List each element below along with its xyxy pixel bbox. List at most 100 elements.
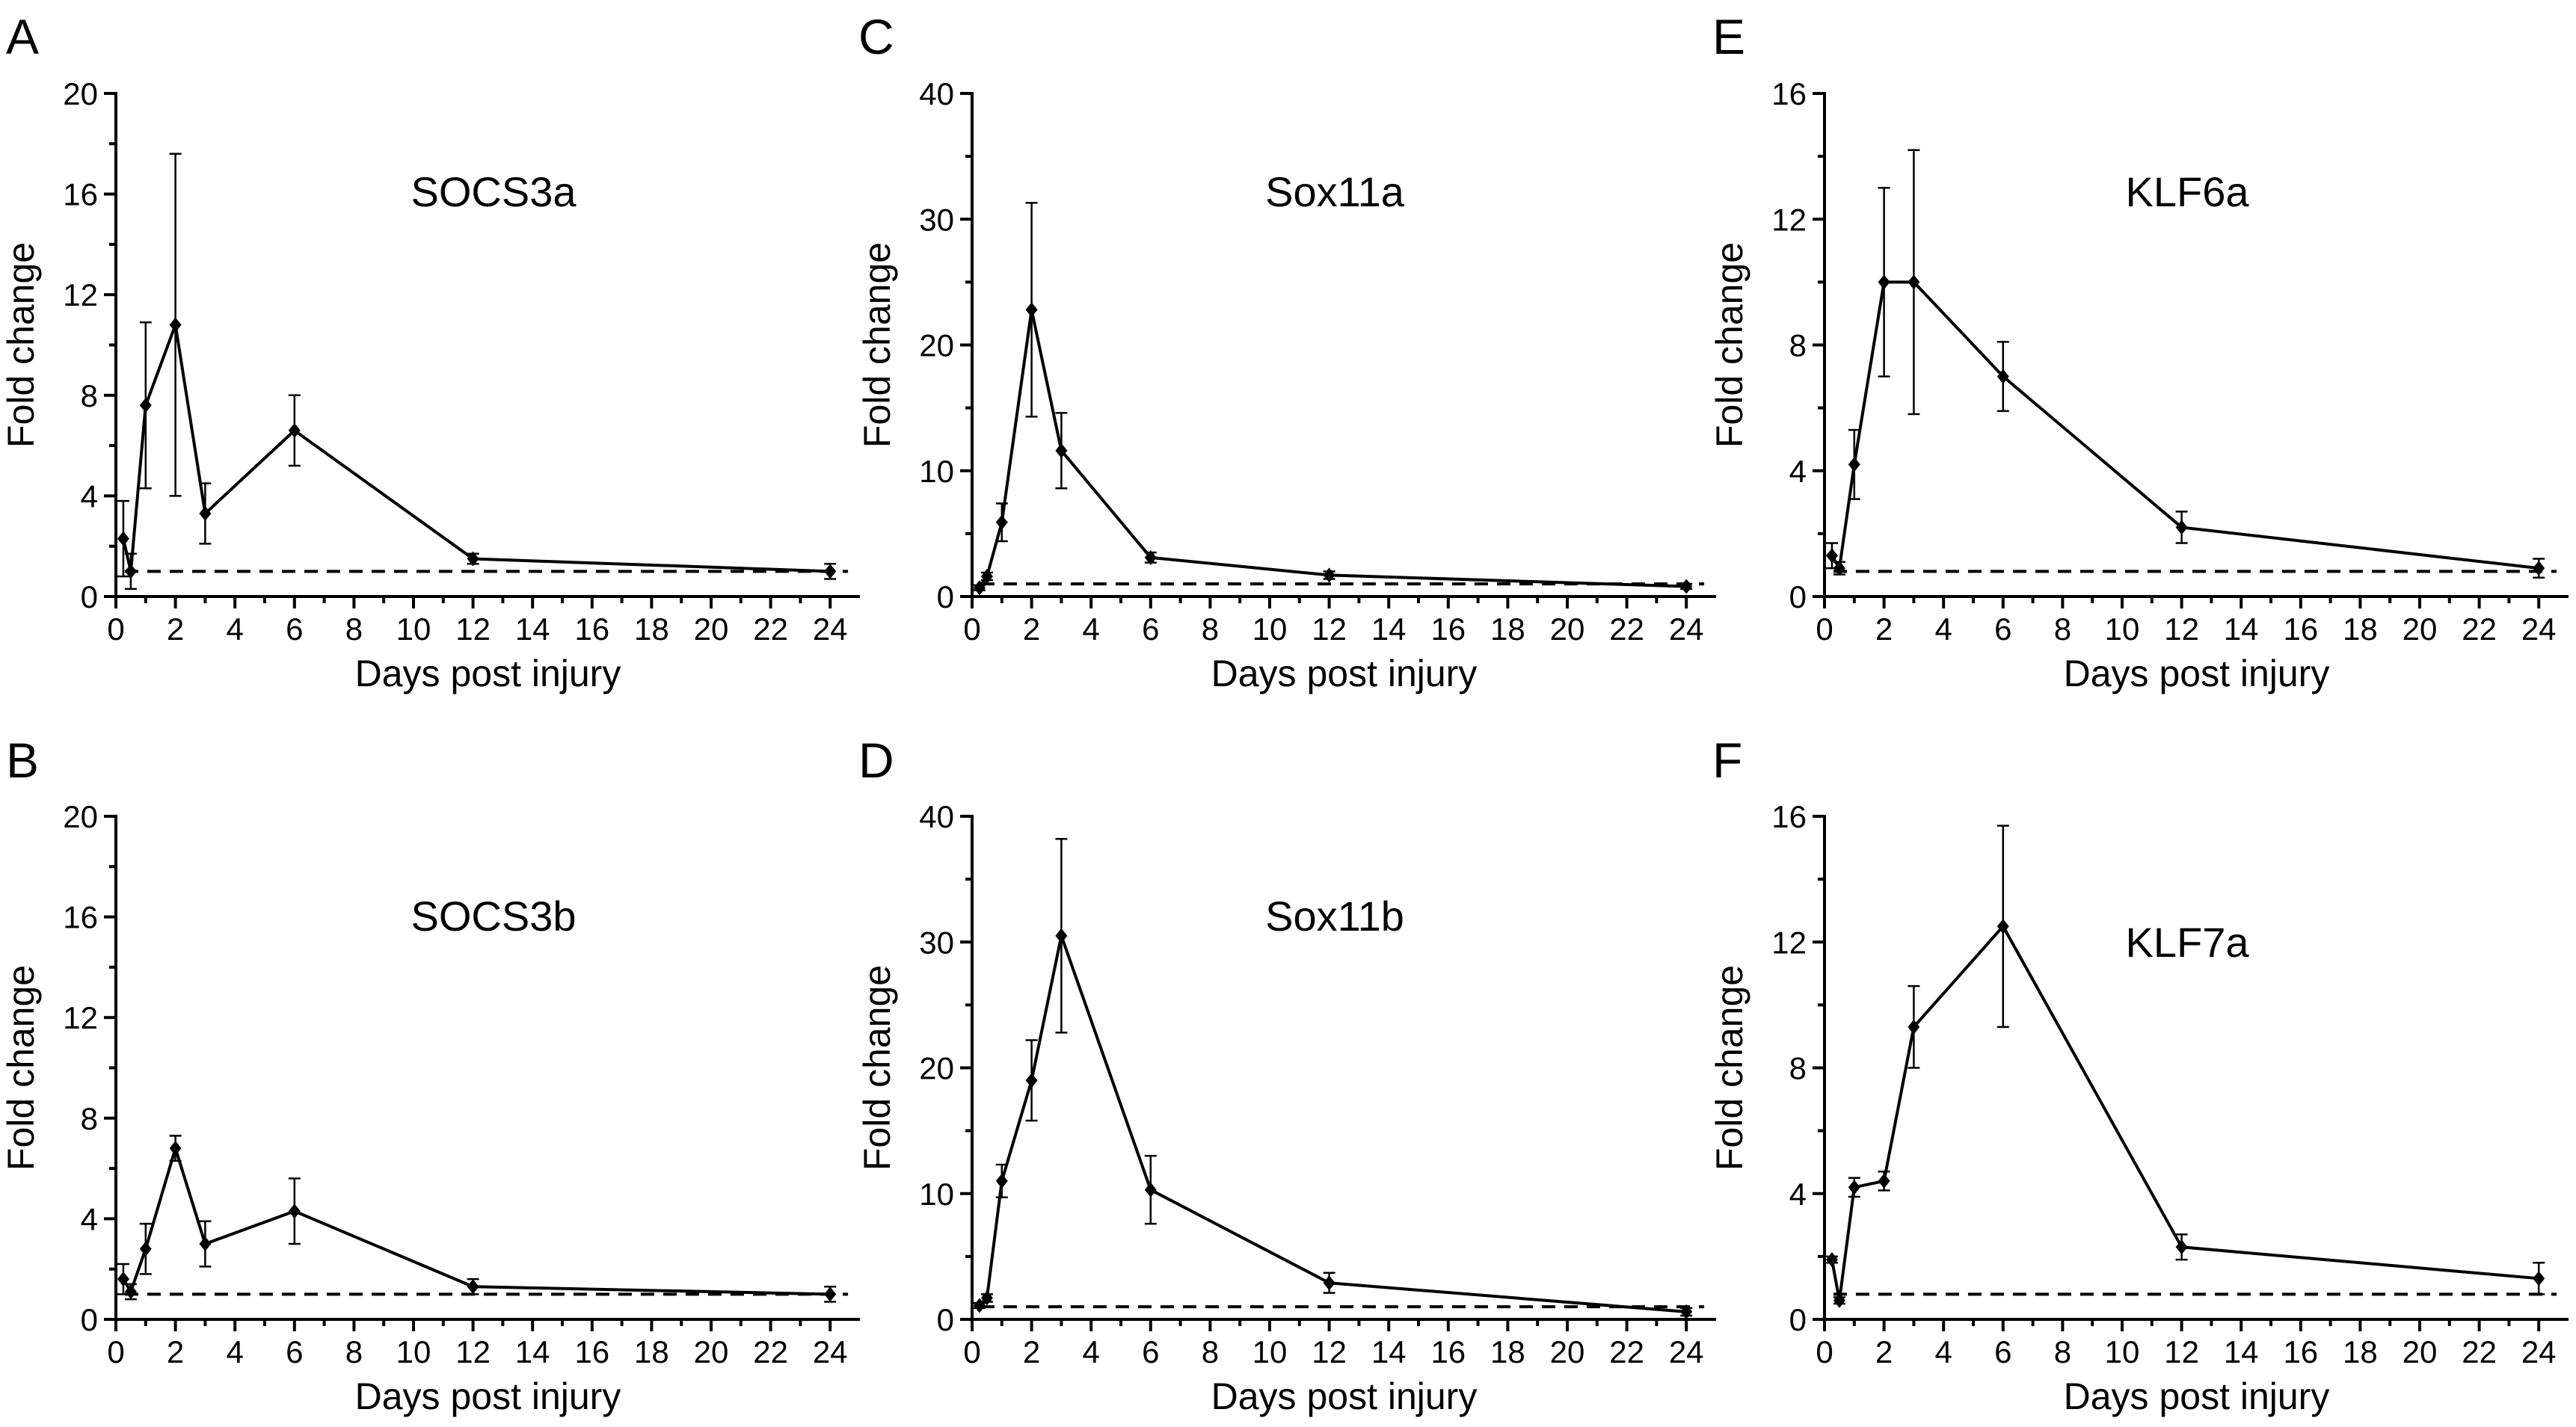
x-tick-label: 12 (455, 611, 491, 647)
x-tick-label: 6 (1142, 1334, 1159, 1369)
y-tick-label: 8 (81, 1101, 98, 1136)
data-point (467, 551, 479, 567)
gene-title: Sox11a (1265, 168, 1405, 215)
x-tick-label: 22 (753, 1334, 788, 1369)
x-tick-label: 8 (345, 1334, 363, 1369)
x-tick-label: 20 (1550, 611, 1585, 647)
y-tick-label: 12 (63, 1000, 98, 1035)
y-tick-label: 0 (81, 579, 98, 614)
x-tick-label: 0 (963, 611, 980, 647)
y-tick-label: 30 (919, 925, 954, 960)
y-tick-label: 40 (919, 76, 954, 111)
x-tick-label: 16 (2283, 611, 2318, 647)
data-point (1908, 1019, 1920, 1035)
x-tick-label: 24 (1669, 1334, 1704, 1369)
x-tick-label: 16 (1430, 611, 1466, 647)
x-tick-label: 10 (1252, 1334, 1288, 1369)
data-point (1878, 1173, 1890, 1189)
x-tick-label: 20 (694, 1334, 729, 1369)
panel-letter: B (6, 733, 39, 788)
y-axis-label: Fold change (856, 965, 898, 1171)
y-tick-label: 12 (1771, 202, 1807, 237)
x-axis-label: Days post injury (1211, 1375, 1478, 1417)
x-tick-label: 0 (1816, 1334, 1833, 1369)
y-tick-label: 16 (1771, 76, 1807, 111)
data-point (1825, 548, 1838, 564)
y-tick-label: 4 (1789, 1177, 1807, 1212)
x-tick-label: 20 (694, 611, 729, 647)
x-tick-label: 6 (1994, 611, 2011, 647)
x-tick-label: 12 (2164, 611, 2199, 647)
x-tick-label: 12 (2164, 1334, 2199, 1369)
data-point (995, 1173, 1008, 1189)
data-point (288, 422, 301, 438)
data-point (117, 531, 129, 546)
data-point (1680, 579, 1693, 594)
data-point (1848, 457, 1860, 472)
y-tick-label: 30 (919, 202, 954, 237)
y-axis-label: Fold change (0, 965, 42, 1171)
data-point (1996, 369, 2009, 384)
data-point (139, 398, 152, 413)
x-tick-label: 12 (1312, 611, 1347, 647)
data-point (980, 1290, 993, 1306)
x-tick-label: 18 (1490, 611, 1525, 647)
y-tick-label: 0 (1789, 1302, 1807, 1337)
y-tick-label: 4 (81, 1201, 98, 1236)
y-tick-label: 0 (1789, 579, 1807, 614)
data-point (1055, 928, 1068, 943)
x-axis-label: Days post injury (1211, 653, 1478, 694)
x-tick-label: 18 (1490, 1334, 1525, 1369)
x-tick-label: 14 (515, 1334, 550, 1369)
data-point (117, 1272, 129, 1287)
x-tick-label: 2 (167, 1334, 184, 1369)
x-tick-label: 0 (963, 1334, 980, 1369)
x-tick-label: 10 (396, 1334, 431, 1369)
panel-letter: C (858, 9, 894, 64)
y-tick-label: 20 (63, 799, 98, 834)
data-point (1323, 1275, 1335, 1291)
x-tick-label: 6 (1994, 1334, 2011, 1369)
data-point (995, 514, 1008, 530)
data-point (169, 317, 182, 333)
data-point (980, 569, 993, 585)
y-tick-label: 40 (919, 799, 954, 834)
series-line (978, 930, 1687, 1313)
data-point (973, 580, 986, 596)
x-tick-label: 18 (634, 1334, 669, 1369)
x-tick-label: 16 (2283, 1334, 2318, 1369)
data-point (199, 505, 212, 521)
x-axis-label: Days post injury (355, 1375, 621, 1417)
y-tick-label: 16 (63, 177, 98, 212)
x-tick-label: 4 (1083, 1334, 1100, 1369)
data-point (467, 1279, 479, 1295)
y-tick-label: 8 (1789, 328, 1807, 363)
data-point (824, 1286, 837, 1302)
y-axis-label: Fold change (0, 242, 42, 448)
gene-title: SOCS3b (411, 893, 577, 940)
data-point (1878, 274, 1890, 290)
x-axis-label: Days post injury (355, 653, 621, 694)
y-tick-label: 20 (919, 1051, 954, 1086)
data-point (1996, 919, 2009, 934)
x-tick-label: 24 (813, 1334, 848, 1369)
x-axis-label: Days post injury (2064, 653, 2330, 694)
x-tick-label: 12 (1312, 1334, 1347, 1369)
x-tick-label: 0 (107, 1334, 124, 1369)
x-tick-label: 14 (1371, 1334, 1407, 1369)
data-point (1055, 443, 1068, 458)
x-tick-label: 2 (167, 611, 184, 647)
x-tick-label: 18 (2343, 1334, 2378, 1369)
y-tick-label: 8 (81, 378, 98, 413)
y-tick-label: 20 (63, 76, 98, 111)
x-tick-label: 14 (2224, 611, 2259, 647)
x-tick-label: 2 (1875, 611, 1893, 647)
y-tick-label: 20 (919, 328, 954, 363)
gene-title: KLF7a (2126, 919, 2250, 966)
x-tick-label: 18 (2343, 611, 2378, 647)
x-tick-label: 14 (2224, 1334, 2259, 1369)
